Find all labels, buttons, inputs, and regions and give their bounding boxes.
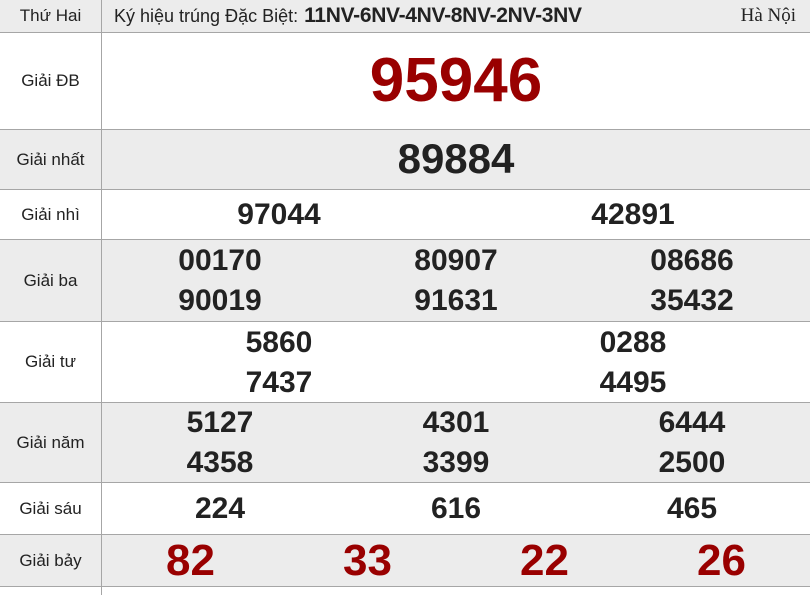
prize-number: 00170 [178, 243, 262, 277]
prize-number: 33 [343, 535, 392, 585]
prize-number: 97044 [237, 198, 321, 231]
prize-label-first: Giải nhất [0, 130, 102, 189]
prize-label-fourth: Giải tư [0, 322, 102, 402]
prize-number-special: 95946 [369, 46, 543, 115]
next-row-sliver-label [0, 587, 102, 595]
prize-number: 465 [666, 492, 718, 525]
prize-row-second: Giải nhì 97044 42891 [0, 190, 810, 240]
prize-number: 80907 [414, 243, 498, 277]
header-content: Ký hiệu trúng Đặc Biệt: 11NV-6NV-4NV-8NV… [102, 0, 810, 32]
prize-number: 3399 [422, 445, 490, 479]
prize-label-third: Giải ba [0, 240, 102, 321]
prize-number: 2500 [658, 445, 726, 479]
prize-label-second: Giải nhì [0, 190, 102, 239]
prize-number: 26 [697, 535, 746, 585]
table-header-row: Thứ Hai Ký hiệu trúng Đặc Biệt: 11NV-6NV… [0, 0, 810, 33]
prize-number: 5127 [186, 406, 254, 440]
prize-number: 0288 [599, 325, 667, 359]
prize-number: 5860 [245, 325, 313, 359]
special-sign-value: 11NV-6NV-4NV-8NV-2NV-3NV [304, 4, 582, 27]
next-row-sliver [0, 587, 810, 595]
weekday-label: Thứ Hai [0, 0, 102, 32]
prize-number: 4301 [422, 406, 490, 440]
prize-number: 89884 [397, 135, 515, 183]
prize-number: 616 [430, 492, 482, 525]
prize-number: 7437 [245, 365, 313, 399]
prize-number: 08686 [650, 243, 734, 277]
prize-number: 90019 [178, 284, 262, 318]
prize-number: 4358 [186, 445, 254, 479]
special-sign-label: Ký hiệu trúng Đặc Biệt: [114, 5, 299, 26]
prize-row-first: Giải nhất 89884 [0, 130, 810, 190]
prize-number: 42891 [591, 198, 675, 231]
prize-number: 91631 [414, 284, 498, 318]
prize-label-special: Giải ĐB [0, 33, 102, 129]
prize-number: 35432 [650, 284, 734, 318]
prize-label-sixth: Giải sáu [0, 483, 102, 534]
prize-label-fifth: Giải năm [0, 403, 102, 482]
prize-row-sixth: Giải sáu 224 616 465 [0, 483, 810, 535]
prize-number: 4495 [599, 365, 667, 399]
prize-row-special: Giải ĐB 95946 [0, 33, 810, 130]
region-name: Hà Nội [740, 5, 796, 26]
prize-row-fourth: Giải tư 5860 0288 7437 4495 [0, 322, 810, 403]
prize-number: 224 [194, 492, 246, 525]
prize-row-fifth: Giải năm 5127 4301 6444 4358 3399 2500 [0, 403, 810, 483]
prize-row-seventh: Giải bảy 82 33 22 26 [0, 535, 810, 587]
prize-number: 82 [166, 535, 215, 585]
prize-number: 6444 [658, 406, 726, 440]
prize-number: 22 [520, 535, 569, 585]
prize-row-third: Giải ba 00170 80907 08686 90019 91631 35… [0, 240, 810, 322]
prize-label-seventh: Giải bảy [0, 535, 102, 586]
